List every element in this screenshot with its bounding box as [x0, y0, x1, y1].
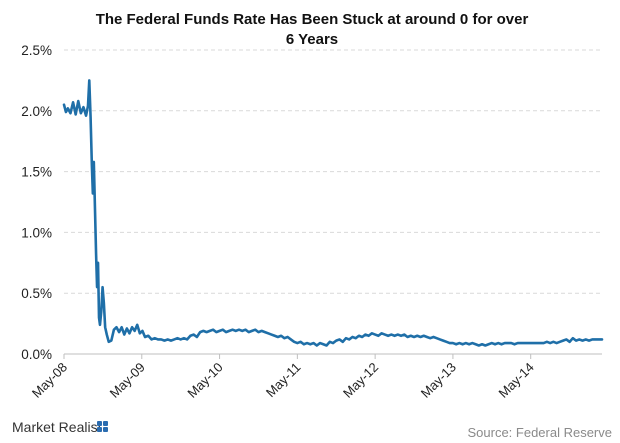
logo-mark-icon	[97, 421, 108, 432]
series-line	[62, 79, 604, 347]
series-layer	[62, 79, 604, 347]
market-realist-logo: Market Realist	[12, 419, 108, 435]
x-axis: May-08 May-09 May-10 May-11 May-12 May-13 May-…	[29, 353, 602, 401]
y-tick-label: 2.0%	[21, 104, 52, 119]
x-tick-label: May-10	[184, 360, 225, 401]
chart-title: The Federal Funds Rate Has Been Stuck at…	[96, 11, 529, 48]
brand-name: Market Realist	[12, 419, 102, 435]
x-tick-label: May-12	[340, 360, 381, 401]
x-tick-label: May-14	[496, 360, 537, 401]
source-note: Source: Federal Reserve	[467, 425, 612, 440]
x-tick-label: May-11	[263, 360, 304, 401]
y-axis-labels: 2.5% 2.0% 1.5% 1.0% 0.5% 0.0%	[21, 43, 52, 362]
y-tick-label: 2.5%	[21, 43, 52, 58]
x-tick-label: May-08	[29, 360, 70, 401]
x-tick-label: May-09	[107, 360, 148, 401]
y-tick-label: 0.0%	[21, 347, 52, 362]
y-tick-label: 1.5%	[21, 165, 52, 180]
x-tick-label: May-13	[418, 360, 459, 401]
y-tick-label: 1.0%	[21, 225, 52, 240]
chart-title-line-2: 6 Years	[286, 31, 338, 48]
gridlines	[64, 49, 602, 294]
chart-title-line-1: The Federal Funds Rate Has Been Stuck at…	[96, 11, 529, 28]
y-tick-label: 0.5%	[21, 286, 52, 301]
